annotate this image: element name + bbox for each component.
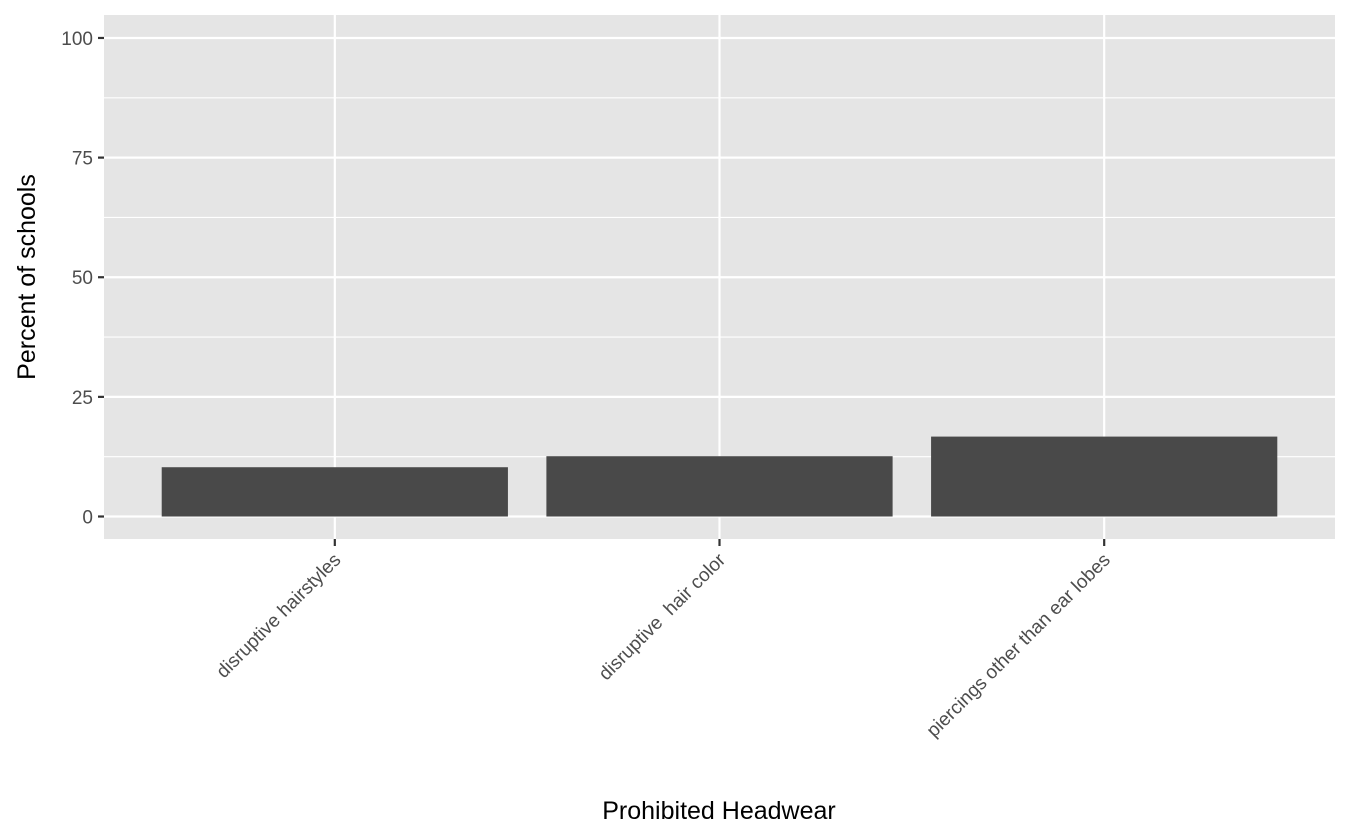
y-tick-label: 75 [72, 149, 93, 170]
y-tick-label: 50 [72, 268, 93, 289]
y-tick-label: 100 [61, 29, 93, 50]
bar [161, 467, 508, 517]
bar [931, 436, 1278, 517]
x-tick-label: disruptive hairstyles [213, 550, 346, 683]
y-tick-label: 0 [82, 508, 93, 529]
y-tick-label: 25 [72, 388, 93, 409]
x-tick-label: piercings other than ear lobes [923, 550, 1115, 742]
bar [546, 456, 893, 517]
bars [161, 436, 1278, 517]
y-axis-title: Percent of schools [13, 174, 41, 380]
x-axis-title: Prohibited Headwear [602, 797, 835, 825]
y-axis: 0 25 50 75 100 [61, 29, 104, 529]
x-axis: disruptive hairstyles disruptive hair col… [213, 539, 1115, 742]
x-tick-label: disruptive hair color [595, 549, 731, 685]
major-gridlines [104, 15, 1335, 539]
